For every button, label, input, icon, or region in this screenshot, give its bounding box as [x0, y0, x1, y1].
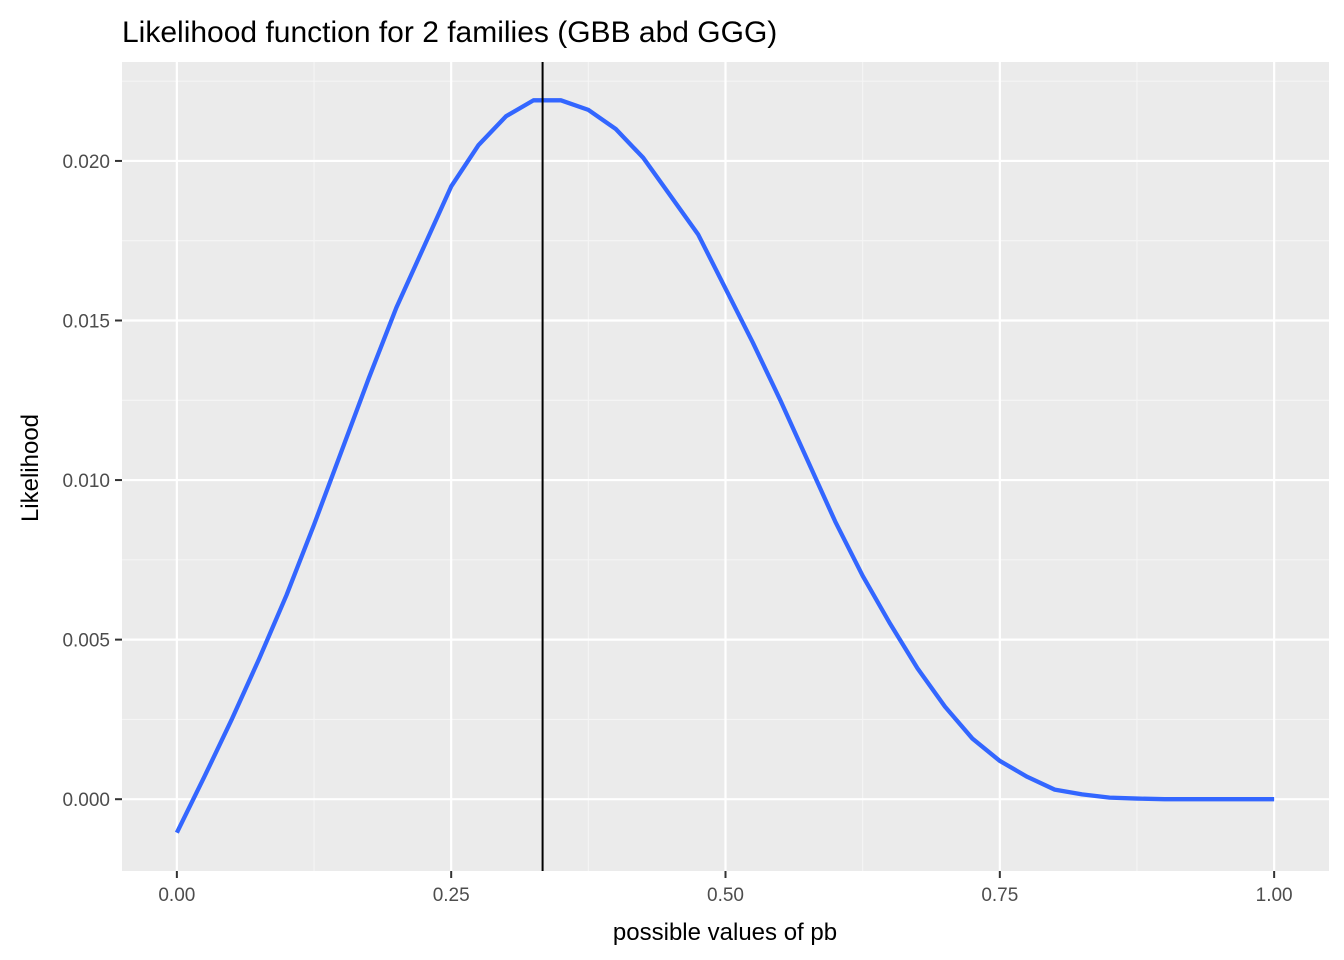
- y-tick-label: 0.000: [62, 790, 110, 811]
- likelihood-series-line: [174, 98, 1275, 834]
- y-tick-label: 0.020: [62, 152, 110, 173]
- y-tick-label: 0.005: [62, 631, 110, 652]
- x-tick-label: 1.00: [1256, 885, 1293, 906]
- x-tick-label: 0.50: [707, 885, 744, 906]
- x-tick-label: 0.00: [158, 885, 195, 906]
- y-tick-label: 0.015: [62, 311, 110, 332]
- y-tick-label: 0.010: [62, 471, 110, 492]
- y-axis-title: Likelihood: [17, 414, 44, 522]
- x-axis-title: possible values of pb: [613, 919, 837, 946]
- chart-title: Likelihood function for 2 families (GBB …: [122, 16, 777, 49]
- x-tick-label: 0.75: [981, 885, 1018, 906]
- plot-area: 0.00 0.25 0.50 0.75 1.00 0.000 0.005 0.010 0.015…: [62, 62, 1329, 906]
- x-tick-label: 0.25: [433, 885, 470, 906]
